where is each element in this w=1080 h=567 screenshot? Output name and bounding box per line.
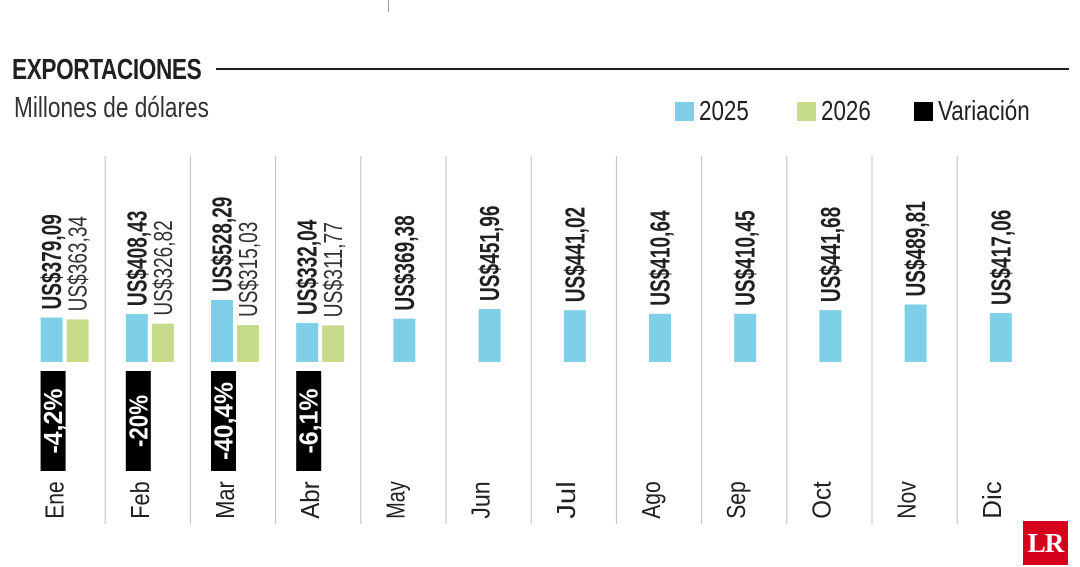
- month-label: Abr: [295, 481, 325, 519]
- value-label-2025: US$410,64: [645, 210, 676, 306]
- value-label-2026: US$326,82: [148, 220, 178, 315]
- lr-logo: LR: [1023, 521, 1068, 565]
- value-label-2025: US$451,96: [474, 206, 505, 301]
- bar-2025: [989, 313, 1012, 362]
- month-label: Ago: [636, 481, 666, 519]
- month-label: Feb: [125, 481, 155, 519]
- variation-box: [296, 371, 322, 471]
- chart-subtitle: Millones de dólares: [14, 92, 209, 124]
- value-label-2025: US$417,06: [985, 210, 1016, 305]
- month-label: Sep: [721, 481, 751, 519]
- variation-box: [125, 371, 151, 471]
- bar-2025: [819, 310, 842, 362]
- value-label-2026: US$311,77: [318, 222, 348, 317]
- month-label: Jun: [466, 481, 496, 519]
- value-label-2025: US$379,09: [36, 214, 67, 309]
- month-label: Ene: [40, 481, 70, 519]
- month-label: Mar: [210, 481, 240, 519]
- value-label-2025: US$408,43: [121, 211, 152, 306]
- source-note-fragment: [8, 561, 268, 567]
- bar-2025: [393, 318, 416, 362]
- bar-2026: [322, 325, 345, 362]
- value-label-2025: US$332,04: [292, 219, 323, 315]
- bar-2025: [649, 313, 671, 362]
- top-divider-fragment: [388, 0, 389, 12]
- value-label-2025: US$441,02: [559, 207, 590, 302]
- bar-2026: [151, 323, 174, 362]
- source-note-bg: [8, 563, 248, 567]
- variation-box: [211, 371, 236, 471]
- value-label-2025: US$489,81: [900, 201, 931, 296]
- title-rule: [216, 68, 1069, 70]
- value-label-2025: US$410,45: [730, 210, 761, 305]
- value-label-2026: US$363,34: [63, 216, 93, 311]
- variation-box: [40, 371, 66, 471]
- value-label-2025: US$369,38: [389, 215, 420, 310]
- month-label: May: [380, 481, 410, 519]
- value-label-2025: US$441,68: [815, 207, 846, 302]
- variation-label: -6,1%: [294, 389, 324, 454]
- variation-label: -40,4%: [209, 382, 239, 460]
- bar-2026: [237, 325, 259, 362]
- bar-2025: [125, 314, 148, 362]
- value-label-2025: US$528,29: [207, 197, 238, 292]
- month-label: Oct: [806, 481, 836, 519]
- bar-2025: [296, 323, 319, 362]
- variation-label: -20%: [123, 395, 153, 447]
- variation-label: -4,2%: [38, 389, 68, 454]
- bar-2025: [563, 310, 586, 362]
- month-label: Jul: [551, 481, 581, 519]
- bar-2025: [904, 304, 927, 362]
- month-label: Nov: [892, 481, 922, 519]
- bar-2026: [66, 319, 89, 362]
- bar-2025: [734, 313, 757, 362]
- bar-2025: [478, 308, 501, 362]
- value-label-2026: US$315,03: [233, 222, 263, 317]
- bar-2025: [211, 300, 233, 362]
- chart-title: EXPORTACIONES: [12, 54, 202, 86]
- month-label: Dic: [977, 481, 1007, 519]
- bar-2025: [40, 317, 63, 362]
